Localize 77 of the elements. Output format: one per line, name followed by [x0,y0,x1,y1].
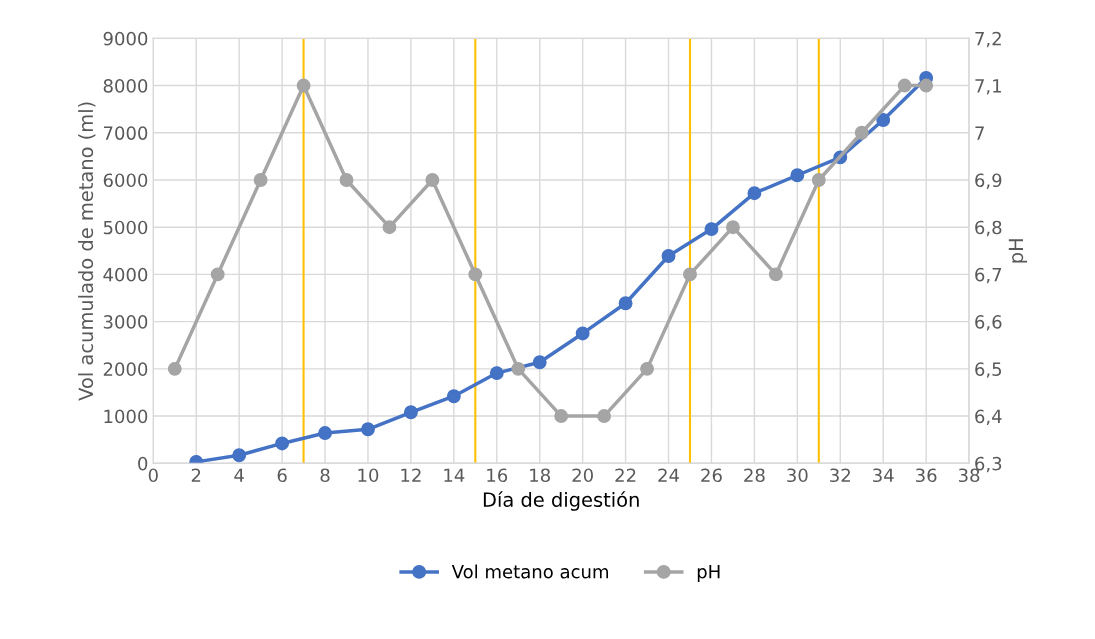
point [382,220,397,235]
point [811,173,826,187]
x-tick-label: 30 [787,468,808,483]
y-tick-label: 9000 [103,31,148,46]
x-tick-label: 34 [873,468,894,483]
point [210,267,225,282]
point [446,389,461,404]
y2-tick-label: 7,2 [975,31,1001,48]
y2-tick-label: 7,1 [975,79,1001,95]
point [318,426,332,441]
x-tick-label: 24 [658,468,679,482]
x-tick-label: 26 [701,468,722,483]
x-tick-label: 10 [358,468,379,483]
y-tick-label: 0 [138,456,148,471]
y-tick-label: 3000 [103,315,148,329]
point [275,436,290,451]
y-tick-label: 4000 [103,267,148,282]
y2-tick-label: 6,6 [975,315,1002,331]
point [403,405,418,420]
x-tick-label: 16 [487,468,508,483]
y2-tick-label: 6,9 [975,173,1002,189]
x-tick-label: 32 [830,468,850,483]
point [468,267,483,282]
point [683,267,697,282]
x-tick-label: 6 [277,468,287,483]
x-tick-label: 36 [916,468,937,483]
point [232,448,247,463]
x-tick-label: 12 [401,468,421,482]
point [511,361,526,376]
point [489,366,504,381]
x-tick-label: 22 [615,468,636,482]
x-axis-title: Día de digestión [483,491,639,511]
point [339,173,354,187]
legend-label: Vol metano acum [451,564,608,579]
point [532,355,547,370]
y-tick-label: 7000 [103,126,148,140]
point [575,326,590,341]
point [725,220,740,235]
y-axis-title: Vol acumulado de metano (ml) [78,102,96,401]
x-tick-label: 18 [530,468,550,483]
y-tick-label: 8000 [103,79,148,93]
y2-tick-label: 7 [975,126,984,140]
point [597,409,612,424]
x-tick-label: 2 [191,468,201,482]
y2-axis-title: pH [1008,239,1028,263]
x-tick-label: 14 [444,468,465,482]
point [640,361,655,376]
x-tick-label: 28 [744,468,765,483]
point [854,125,869,140]
y2-tick-label: 6,7 [975,267,1002,284]
point [425,173,440,187]
x-tick-label: 20 [572,468,593,483]
point [296,78,311,93]
point [897,78,912,93]
legend-label: pH [697,565,720,582]
point [919,78,934,93]
y2-tick-label: 6,4 [975,409,1002,426]
y-tick-label: 2000 [103,362,148,376]
point [747,186,762,201]
x-tick-label: 0 [148,468,158,483]
point [768,267,783,282]
point [876,113,891,127]
point [167,361,182,376]
y2-tick-label: 6,5 [975,362,1002,378]
point [661,249,676,263]
point [704,222,719,237]
x-tick-label: 8 [320,468,330,483]
y2-tick-label: 6,8 [975,220,1002,237]
y-tick-label: 1000 [104,409,148,424]
point [554,409,569,424]
y-tick-label: 5000 [103,220,148,235]
x-tick-label: 4 [234,468,244,482]
point [253,173,268,187]
y-tick-label: 6000 [103,173,148,188]
point [361,422,375,437]
point [618,296,633,311]
point [790,168,805,183]
